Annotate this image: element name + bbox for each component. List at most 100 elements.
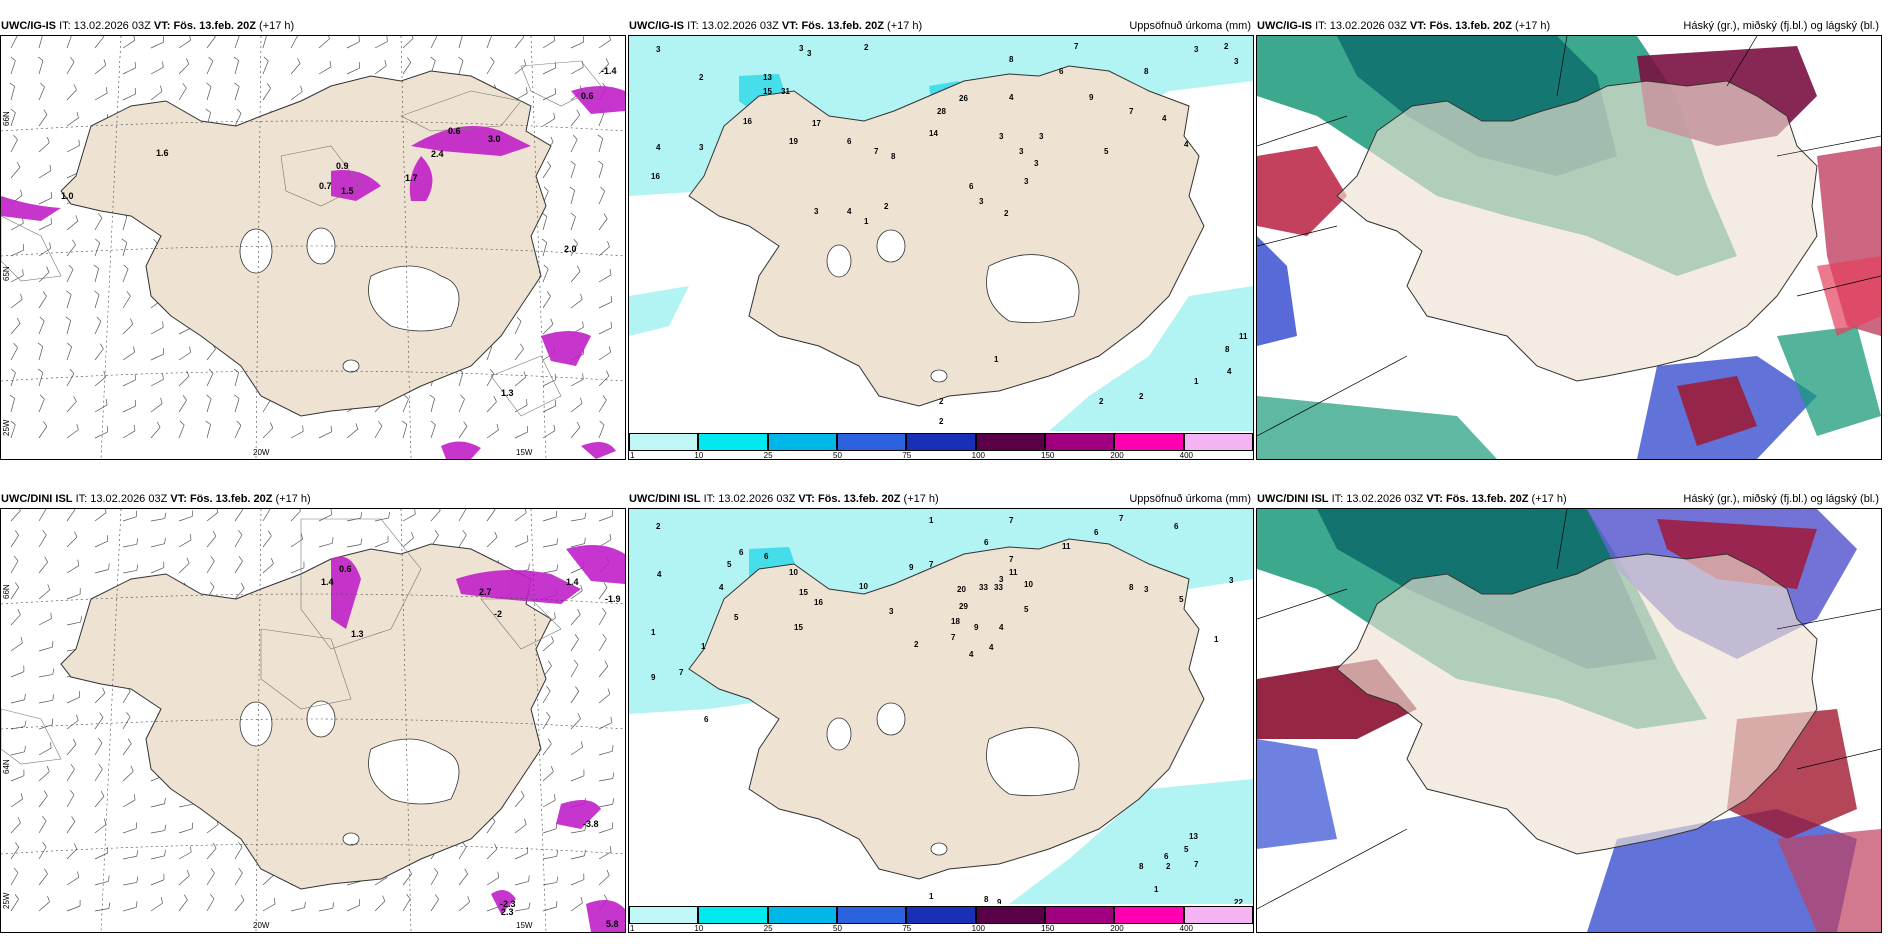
wind-barb bbox=[206, 424, 211, 439]
wind-barb bbox=[402, 38, 414, 49]
lat-label-66n: 66N bbox=[2, 111, 11, 126]
wind-barb-flag bbox=[526, 87, 528, 94]
wind-barb bbox=[10, 424, 16, 439]
wind-barb bbox=[318, 907, 333, 912]
value-label: 6 bbox=[704, 715, 709, 724]
value-label: 7 bbox=[1119, 514, 1124, 523]
wind-barb-flag bbox=[556, 876, 559, 883]
wind-barb-flag bbox=[236, 420, 242, 426]
wind-barb bbox=[122, 268, 129, 283]
wind-barb bbox=[66, 905, 81, 912]
wind-barb bbox=[66, 429, 79, 439]
wind-barb-flag bbox=[162, 61, 164, 68]
wind-barb-flag bbox=[186, 370, 190, 377]
wind-barb bbox=[570, 139, 578, 153]
wind-barb bbox=[38, 724, 53, 730]
lead-time: (+17 h) bbox=[1531, 493, 1567, 505]
vt-label: VT: bbox=[1426, 493, 1443, 505]
wind-barb bbox=[178, 875, 190, 886]
wind-barb-flag bbox=[14, 582, 19, 588]
wind-barb-flag bbox=[556, 538, 559, 545]
iceland-land bbox=[1336, 80, 1818, 382]
wind-barb bbox=[66, 877, 79, 886]
value-label: 0.6 bbox=[339, 564, 352, 574]
value-label: 33 bbox=[994, 583, 1003, 592]
wind-barb bbox=[262, 88, 271, 101]
wind-barb bbox=[94, 569, 109, 574]
wind-barb-flag bbox=[528, 875, 530, 882]
wind-barb bbox=[514, 321, 522, 335]
it-value: 13.02.2026 03Z bbox=[90, 493, 168, 505]
wind-barb-flag bbox=[105, 87, 108, 94]
wind-barb-flag bbox=[46, 765, 50, 772]
wind-barb bbox=[318, 514, 332, 522]
wind-barb-flag bbox=[603, 213, 608, 219]
value-label: 7 bbox=[1009, 555, 1014, 564]
value-label: 0.6 bbox=[448, 126, 461, 136]
value-label: 7 bbox=[679, 668, 684, 677]
value-label: 8 bbox=[1144, 67, 1149, 76]
wind-barb bbox=[486, 429, 499, 439]
value-label: 3 bbox=[889, 607, 894, 616]
wind-barb bbox=[66, 821, 76, 834]
wind-barb-flag bbox=[543, 186, 549, 192]
wind-barb bbox=[234, 36, 240, 49]
wind-barb-flag bbox=[212, 842, 217, 849]
value-label: 5 bbox=[1024, 605, 1029, 614]
wind-barb-flag bbox=[573, 238, 578, 244]
wind-barb bbox=[150, 567, 165, 574]
value-label: 3 bbox=[999, 575, 1004, 584]
wind-barb bbox=[122, 570, 137, 574]
wind-barb-flag bbox=[297, 57, 301, 64]
value-label: 3 bbox=[1034, 159, 1039, 168]
wind-barb bbox=[542, 855, 557, 860]
wind-barb-flag bbox=[72, 239, 76, 246]
wind-barb bbox=[570, 746, 583, 756]
wind-barb bbox=[598, 516, 613, 522]
value-label: 3 bbox=[1194, 45, 1199, 54]
lat-label-25w: 25W bbox=[2, 419, 11, 436]
wind-barb-flag bbox=[582, 61, 584, 68]
wind-barb-flag bbox=[186, 557, 190, 564]
wind-barb-flag bbox=[270, 557, 274, 564]
value-label: 13 bbox=[1189, 832, 1198, 841]
wind-barb-flag bbox=[93, 264, 99, 269]
wind-barb bbox=[486, 537, 498, 548]
wind-barb-flag bbox=[13, 555, 19, 562]
wind-barb bbox=[430, 899, 439, 912]
wind-barb-flag bbox=[37, 342, 43, 347]
wind-barb-flag bbox=[270, 422, 274, 429]
colorbar-swatch bbox=[629, 433, 699, 451]
wind-barb bbox=[570, 216, 576, 231]
wind-barb bbox=[598, 693, 611, 704]
wind-barb bbox=[542, 40, 556, 49]
wind-barb bbox=[122, 716, 131, 730]
wind-barb-flag bbox=[609, 533, 612, 540]
wind-barb-flag bbox=[546, 291, 551, 297]
wind-barb bbox=[346, 544, 361, 548]
value-label: 15 bbox=[799, 588, 808, 597]
wind-barb bbox=[290, 907, 305, 912]
value-label: 1.7 bbox=[405, 173, 418, 183]
wind-barb bbox=[122, 828, 137, 834]
wind-barb bbox=[598, 39, 611, 49]
colorbar-label: 150 bbox=[1041, 451, 1055, 460]
wind-barb-flag bbox=[234, 394, 240, 399]
wind-barb bbox=[206, 86, 212, 101]
wind-barb-flag bbox=[99, 712, 104, 718]
wind-barb-flag bbox=[162, 321, 164, 328]
wind-barb bbox=[66, 145, 80, 153]
wind-barb-flag bbox=[10, 420, 16, 425]
wind-barb-flag bbox=[584, 512, 587, 519]
wind-barb-flag bbox=[164, 824, 167, 831]
wind-barb-flag bbox=[24, 693, 26, 700]
wind-barb bbox=[430, 872, 439, 886]
colorbar-label: 25 bbox=[763, 451, 773, 460]
wind-barb bbox=[10, 798, 23, 808]
wind-barb bbox=[178, 424, 185, 439]
wind-barb bbox=[206, 898, 215, 912]
wind-barb bbox=[122, 855, 137, 860]
wind-barb-flag bbox=[42, 816, 47, 822]
value-label: -1.4 bbox=[601, 66, 617, 76]
wind-barb bbox=[150, 66, 164, 75]
